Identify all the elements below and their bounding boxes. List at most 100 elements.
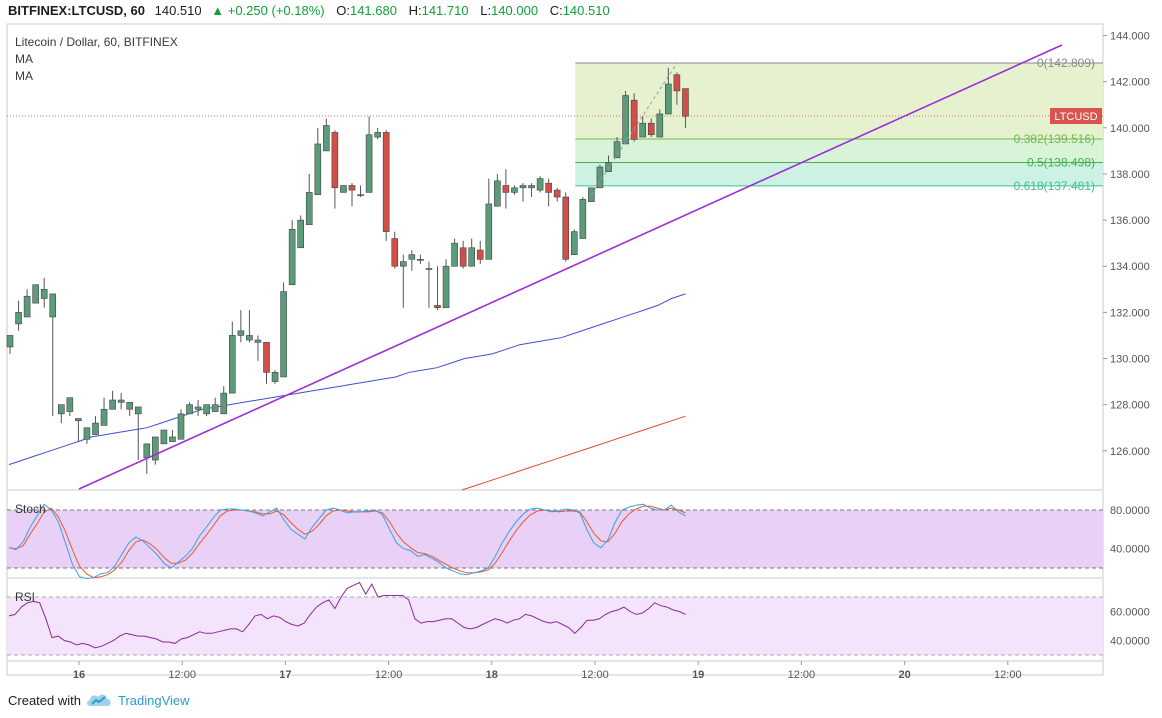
open-label: O: [336, 3, 350, 18]
candle [305, 173, 313, 226]
candle [203, 404, 210, 417]
price-tick-label: 136.000 [1110, 215, 1150, 227]
fib-zone-5-618 [575, 162, 1103, 186]
candle-body-up [100, 408, 108, 426]
candle [280, 282, 287, 378]
chart-header: BITFINEX:LTCUSD, 60 140.510 ▲ +0.250 (+0… [0, 0, 1162, 22]
last-price-tag[interactable] [1050, 108, 1102, 125]
candle-body-up [109, 399, 116, 410]
candle-body-up [83, 427, 91, 440]
candle-body-down [545, 182, 552, 193]
candle [570, 229, 578, 255]
candle [665, 67, 672, 115]
candle [399, 254, 407, 308]
last-price: 140.510 [154, 3, 202, 18]
tradingview-link[interactable]: TradingView [118, 693, 190, 708]
candle-body-up [32, 284, 39, 304]
ma-slow-line [461, 415, 686, 491]
last-price-tag-label: LTCUSD [1054, 111, 1097, 123]
candle-body-up [280, 291, 287, 378]
candle-body-up [511, 187, 518, 193]
candle [323, 118, 330, 152]
candle [673, 72, 681, 105]
candle [408, 250, 416, 271]
candle [66, 397, 74, 417]
candle-body-down [562, 196, 570, 260]
candle [100, 397, 108, 426]
candle [57, 404, 65, 424]
candle-body-up [186, 404, 193, 415]
candle-body-up [408, 254, 416, 260]
candle [468, 238, 476, 267]
candle-body-up [194, 406, 202, 410]
candle [357, 185, 364, 198]
candle [374, 127, 381, 140]
candle-body-up [57, 404, 65, 415]
candle [254, 335, 262, 361]
candle-body-up [340, 185, 347, 193]
candle-body-up [639, 122, 647, 138]
time-tick-label: 19 [692, 669, 704, 681]
candle [553, 187, 561, 202]
candle [630, 93, 638, 142]
close-label: C: [549, 3, 563, 18]
candle [502, 169, 510, 209]
fib-zone-0-382 [575, 63, 1103, 139]
candle [134, 406, 142, 461]
candle-body-up [271, 372, 279, 382]
candle [434, 266, 441, 311]
candle-body-up [75, 418, 82, 422]
candle [186, 402, 193, 415]
candle-body-up [152, 436, 159, 461]
stoch-axis-label: 80.0000 [1110, 505, 1150, 517]
candle-body-up [220, 392, 228, 415]
time-tick-label: 12:00 [581, 669, 609, 681]
fib-level-label: 0.5(138.498) [1027, 155, 1095, 169]
candle [23, 289, 31, 318]
candle [494, 173, 501, 207]
legend-ma-1[interactable]: MA [15, 52, 33, 66]
candle-body-up [92, 422, 99, 435]
price-tick-label: 138.000 [1110, 169, 1150, 181]
candle-body-up [23, 295, 31, 318]
candle [220, 386, 228, 415]
price-tick-label: 140.000 [1110, 123, 1150, 135]
candle [562, 192, 570, 262]
candle [682, 88, 689, 128]
candle [340, 185, 347, 193]
legend-ma-2[interactable]: MA [15, 69, 33, 83]
candle [647, 118, 655, 138]
rsi-axis-label: 60.0000 [1110, 607, 1150, 619]
symbol-label[interactable]: BITFINEX:LTCUSD, 60 [8, 3, 145, 18]
change-value: +0.250 (+0.18%) [227, 3, 325, 18]
ma-fast-line [8, 293, 686, 466]
candle-body-up [237, 330, 245, 336]
candle-body-up [6, 335, 14, 348]
footer: Created with TradingView [0, 687, 1162, 718]
candle-body-up [605, 162, 612, 172]
rsi-band [7, 597, 1103, 655]
stoch-band [7, 510, 1103, 568]
candle-body-up [246, 335, 253, 341]
candle [237, 310, 245, 343]
candle-body-up [579, 199, 587, 239]
candle [579, 197, 587, 239]
candle [519, 183, 527, 202]
change-arrow-icon: ▲ [211, 3, 225, 18]
candle-body-up [374, 132, 381, 138]
low-label: L: [480, 3, 492, 18]
candle [32, 284, 39, 304]
high-value: 141.710 [421, 3, 469, 18]
candle [536, 176, 544, 193]
candle [83, 427, 91, 444]
candle [6, 335, 14, 354]
tradingview-cloud-icon[interactable] [86, 692, 112, 708]
rsi-axis-label: 40.0000 [1110, 636, 1150, 648]
candle [382, 130, 390, 241]
candle [152, 436, 159, 465]
price-chart[interactable]: 144.000 142.000 140.000 138.000 136.000 134.0… [0, 0, 1162, 688]
candle [622, 90, 629, 145]
time-tick-label: 12:00 [168, 669, 196, 681]
candle-body-up [305, 192, 313, 226]
high-label: H: [408, 3, 422, 18]
